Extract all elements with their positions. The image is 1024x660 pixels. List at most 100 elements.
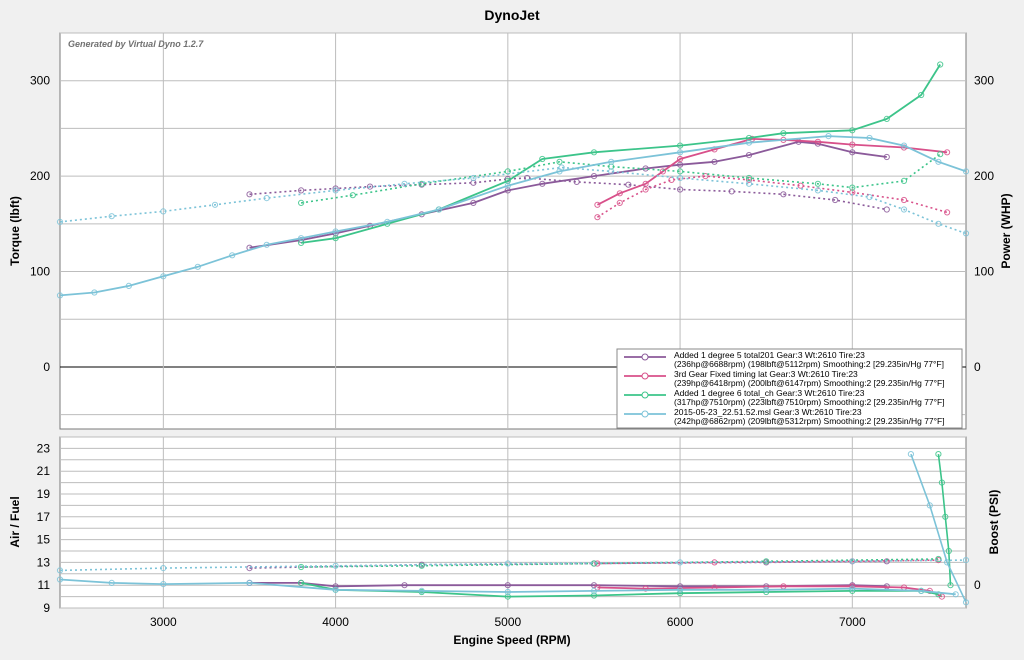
bottom-plot-area (59, 436, 967, 609)
legend-series-name: 3rd Gear Fixed timing lat Gear:3 Wt:2610… (674, 369, 858, 379)
torque-series-1-point (625, 181, 632, 188)
power-series-3 (300, 64, 941, 244)
bottom-y-ticks: 9 11 13 15 17 19 21 23 0 (37, 441, 981, 615)
legend-series-detail: (239hp@6418rpm) (200lbft@6147rpm) Smooth… (674, 378, 945, 388)
legend-series-name: Added 1 degree 6 total_ch Gear:3 Wt:2610… (674, 388, 865, 398)
torque-series-3-point (937, 151, 944, 158)
boost-series-3-point (938, 479, 946, 486)
power-series-4-point (298, 235, 305, 242)
legend-marker (641, 410, 649, 418)
bottom-y-left-tick: 23 (37, 441, 51, 455)
boost-series-4-point (944, 559, 951, 566)
torque-series-4-point (745, 180, 753, 187)
afr-series-4-point (418, 587, 425, 595)
x-tick-label: 6000 (667, 615, 694, 629)
power-series-4 (59, 135, 967, 297)
generator-note: Generated by Virtual Dyno 1.2.7 (68, 39, 204, 49)
power-series-2-point (814, 138, 822, 145)
afr-series-4-point (763, 586, 770, 593)
x-tick-label: 3000 (150, 615, 177, 629)
legend-series-name: Added 1 degree 5 total201 Gear:3 Wt:2610… (674, 350, 865, 360)
power-series-4-point (866, 134, 873, 142)
power-series-1-point (539, 180, 546, 187)
torque-series-4-point (263, 195, 270, 202)
power-series-4-point (56, 292, 64, 299)
torque-series-2-point (616, 199, 623, 206)
power-series-1 (249, 140, 887, 249)
power-series-3-point (918, 91, 925, 99)
power-series-4-point (332, 228, 339, 235)
bottom-y-right-tick: 0 (974, 578, 981, 592)
power-series-4-point (608, 158, 615, 165)
power-series-3-point (539, 155, 546, 163)
torque-series-1-point (332, 185, 339, 192)
top-y-right-tick: 0 (974, 360, 981, 374)
power-series-3-point (849, 127, 856, 134)
x-tick-label: 4000 (322, 615, 349, 629)
torque-series-4-point (108, 213, 115, 220)
bottom-y-right-label: Boost (PSI) (987, 490, 1001, 555)
power-series-4-point (435, 206, 442, 213)
power-series-4-point (825, 133, 832, 140)
boost-series-4-point (907, 451, 915, 458)
power-series-4-point (504, 182, 511, 189)
torque-series-3-point (349, 192, 356, 199)
power-series-2-point (642, 180, 649, 187)
bottom-y-left-tick: 13 (37, 555, 51, 569)
torque-series-2-point (900, 196, 908, 204)
power-series-1-point (711, 158, 718, 165)
torque-series-3-point (745, 174, 753, 182)
torque-series-1-point (728, 188, 735, 195)
boost-series-4-point (962, 599, 970, 606)
power-series-4-point (556, 168, 563, 175)
top-y-right-tick: 300 (974, 74, 994, 88)
boost-series-4 (910, 453, 967, 603)
legend-marker (641, 353, 649, 361)
torque-series-4-point (160, 208, 167, 215)
x-ticks: 3000 4000 5000 6000 7000 (150, 615, 866, 629)
top-y-left-tick: 300 (30, 74, 50, 88)
torque-series-3-point (677, 168, 684, 175)
power-series-4-point (229, 252, 236, 259)
afr-series-2 (597, 585, 943, 598)
boost-series-4-point (926, 502, 933, 509)
top-y-ticks: 0 0 100 100 200 200 300 300 (30, 74, 994, 374)
power-series-1-point (745, 152, 753, 159)
torque-series-4-point (900, 206, 908, 213)
power-series-2-point (677, 155, 684, 163)
power-series-3-point (937, 61, 944, 68)
torque-series-4-point (56, 218, 64, 225)
torque-series-3-point (298, 199, 305, 206)
torque-series-3-point (849, 184, 856, 191)
boost-series-3-point (945, 547, 952, 555)
legend-series-detail: (236hp@6688rpm) (198lbft@5112rpm) Smooth… (674, 359, 944, 369)
afr-series-2-point (642, 585, 649, 592)
bottom-series-group (56, 451, 970, 606)
top-y-left-tick: 200 (30, 169, 50, 183)
afr-series-4-point (108, 579, 115, 587)
power-series-4-point (384, 218, 391, 225)
torque-series-1-point (883, 206, 890, 213)
afr-series-3-point (504, 593, 511, 600)
bottom-y-left-tick: 21 (37, 464, 51, 478)
power-series-4-point (91, 289, 98, 296)
torque-series-4-point (677, 174, 684, 182)
top-y-left-tick: 0 (43, 360, 50, 374)
power-series-1-point (849, 149, 856, 156)
afr-ref-series-4-point (849, 558, 856, 565)
afr-series-4-point (246, 579, 253, 587)
power-series-2-point (849, 141, 856, 148)
torque-series-4-point (935, 220, 942, 227)
torque-series-4-point (866, 194, 873, 201)
boost-series-3-point (935, 451, 942, 458)
power-series-2-point (659, 168, 667, 175)
afr-series-1-point (401, 582, 408, 589)
top-y-right-label: Power (WHP) (999, 193, 1013, 268)
afr-series-3-point (298, 579, 305, 587)
afr-series-4-point (504, 588, 511, 596)
afr-series-4-point (849, 585, 856, 592)
boost-series-3-point (947, 582, 954, 589)
torque-series-3-point (814, 180, 822, 187)
afr-ref-series-4-point (504, 560, 511, 567)
legend: Added 1 degree 5 total201 Gear:3 Wt:2610… (616, 348, 963, 429)
